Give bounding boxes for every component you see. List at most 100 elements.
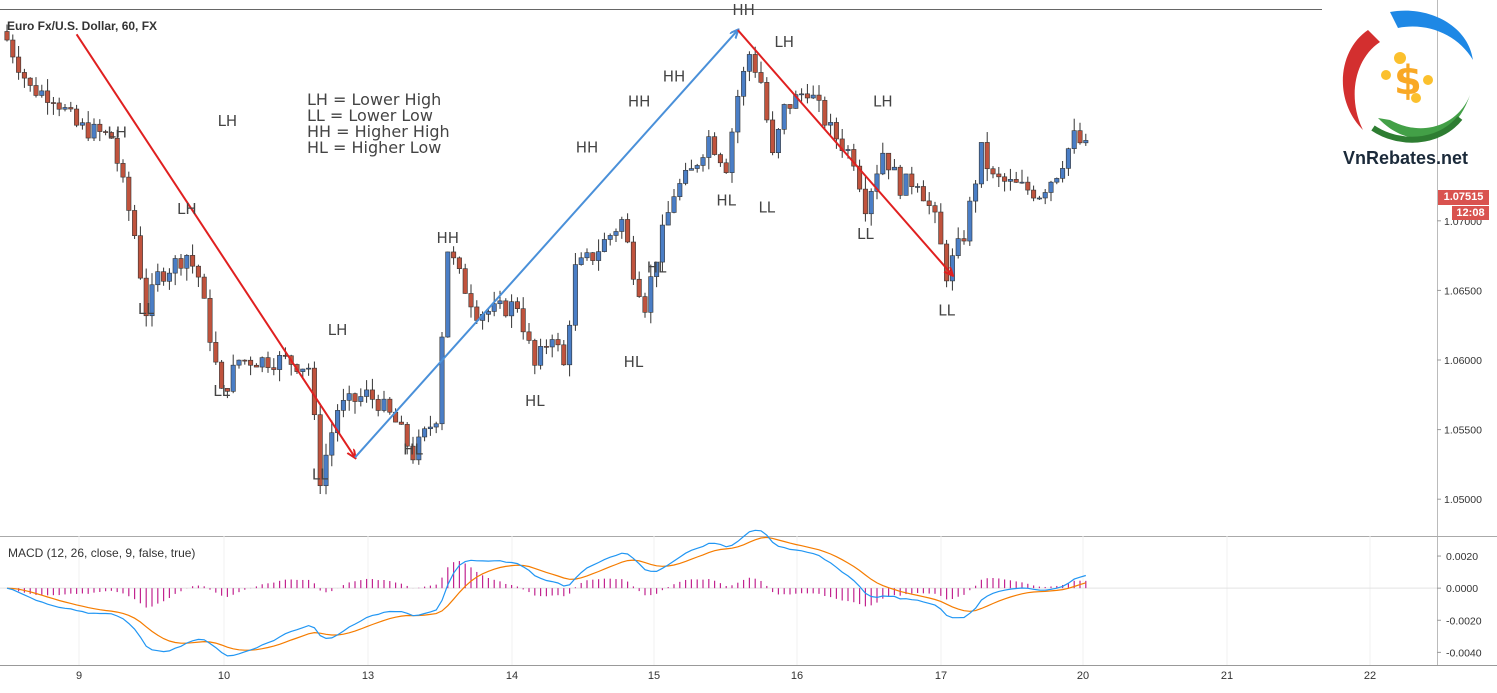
swing-label: LH (774, 33, 794, 51)
macd-pane (0, 529, 1437, 657)
candle-body (497, 300, 503, 305)
candle-body (828, 122, 834, 126)
candle-body (230, 364, 236, 392)
candle-body (1042, 192, 1048, 199)
candle-body (410, 445, 416, 461)
trend-arrow (737, 29, 953, 275)
candle-body (746, 54, 752, 72)
macd-axis: 0.0020 0.0000 -0.0020 -0.0040 (1437, 551, 1482, 659)
candle-body (706, 136, 712, 158)
candle-body (723, 162, 729, 173)
candle-body (851, 149, 857, 167)
candle-body (990, 168, 996, 175)
candle-body (793, 94, 799, 109)
y-tick-label: 1.06000 (1444, 355, 1482, 367)
candle-body (375, 399, 381, 411)
candle-body (451, 251, 457, 259)
macd-tick-label: -0.0040 (1446, 647, 1482, 659)
candle-body (607, 235, 613, 240)
candle-body (172, 258, 178, 274)
swing-labels: LH LL LH LH LL LH LL HH HL HH HL HH HH HL HL HH LH HL LL LH… (107, 1, 955, 484)
candle-body (700, 157, 706, 166)
candle-body (735, 95, 741, 133)
candle-body (712, 136, 718, 155)
macd-tick-label: 0.0000 (1446, 583, 1478, 595)
candle-body (1060, 168, 1066, 179)
candle-body (21, 72, 27, 79)
candle-body (259, 357, 265, 368)
x-tick-label: 10 (218, 670, 230, 682)
candle-body (665, 212, 671, 226)
y-tick-label: 1.05000 (1444, 494, 1482, 506)
candle-body (50, 102, 56, 104)
logo-dollar-sign: $ (1394, 58, 1422, 104)
candle-body (996, 173, 1002, 178)
candle-body (601, 239, 607, 252)
candle-body (16, 56, 22, 73)
candle-body (213, 342, 219, 363)
candle-body (619, 219, 625, 232)
macd-title: MACD (12, 26, close, 9, false, true) (8, 546, 196, 560)
candle-body (613, 231, 619, 236)
candle-body (1031, 189, 1037, 199)
candle-body (219, 361, 225, 389)
candle-body (265, 357, 271, 368)
swing-label: HL (716, 191, 736, 209)
candle-body (717, 154, 723, 164)
candle-body (329, 432, 335, 456)
candle-body (445, 251, 451, 338)
candle-body (1071, 130, 1077, 149)
candle-body (433, 423, 439, 428)
candle-body (161, 271, 167, 282)
candle-body (694, 165, 700, 169)
candle-body (671, 196, 677, 213)
candle-body (456, 257, 462, 269)
swing-label: HL (647, 258, 667, 276)
candle-body (201, 276, 207, 299)
candle-body (572, 264, 578, 326)
candle-body (381, 398, 387, 411)
candle-body (770, 119, 776, 154)
candle-body (56, 102, 62, 110)
candle-body (625, 219, 631, 243)
swing-label: LH (107, 123, 127, 141)
candle-body (4, 31, 10, 41)
candle-body (799, 93, 805, 96)
candle-body (944, 243, 950, 282)
candle-body (874, 173, 880, 192)
candle-body (271, 367, 277, 370)
candle-body (503, 300, 509, 317)
candle-body (845, 149, 851, 151)
macd-line (6, 529, 1086, 657)
candle-body (39, 90, 45, 96)
candle-body (978, 142, 984, 185)
candle-body (555, 339, 561, 346)
candle-body (654, 261, 660, 277)
candle-body (236, 359, 242, 366)
candle-body (207, 298, 213, 343)
candle-body (311, 367, 317, 416)
x-tick-label: 15 (648, 670, 660, 682)
candle-body (242, 359, 248, 362)
candle-body (178, 258, 184, 269)
swing-label: HH (628, 93, 651, 111)
candle-body (369, 389, 375, 400)
candle-body (358, 396, 364, 402)
candle-body (909, 173, 915, 187)
candle-body (253, 364, 259, 368)
candle-body (509, 301, 515, 317)
candle-body (984, 142, 990, 170)
candle-body (538, 346, 544, 366)
candle-body (137, 235, 143, 279)
candle-body (184, 255, 190, 269)
candle-body (822, 100, 828, 126)
candle-body (416, 436, 422, 461)
candle-body (659, 224, 665, 263)
candle-body (485, 311, 491, 315)
candle-body (526, 331, 532, 341)
candle-body (833, 122, 839, 140)
y-tick-label: 1.06500 (1444, 285, 1482, 297)
candle-body (781, 104, 787, 130)
candle-body (636, 278, 642, 297)
